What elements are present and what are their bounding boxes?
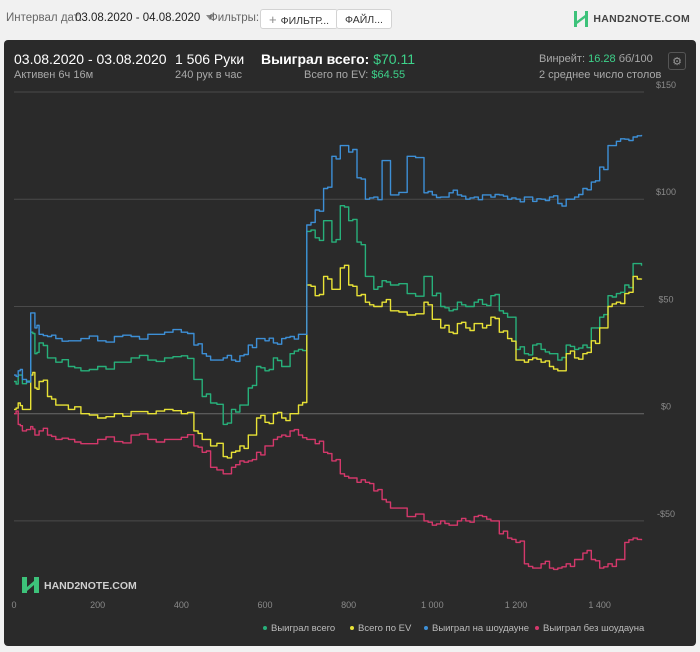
winrate-unit: бб/100 bbox=[618, 53, 653, 65]
settings-button[interactable]: ⚙ bbox=[668, 52, 686, 70]
series-line-4 bbox=[14, 410, 643, 571]
series-layer bbox=[14, 134, 643, 571]
legend-label: Выиграл на шоудауне bbox=[432, 623, 529, 634]
legend-swatch bbox=[424, 626, 428, 630]
x-tick-label: 400 bbox=[174, 600, 189, 610]
winrate: Винрейт: 16.28 бб/100 bbox=[539, 53, 653, 65]
x-tick-label: 1 000 bbox=[421, 600, 444, 610]
legend-item-4[interactable]: Выиграл без шоудауна bbox=[535, 623, 645, 634]
active-time: Активен 6ч 16м bbox=[14, 69, 94, 81]
series-line-1 bbox=[14, 205, 643, 426]
add-filter-button[interactable]: + ФИЛЬТР... bbox=[260, 9, 339, 29]
legend-label: Выиграл всего bbox=[271, 623, 335, 634]
hand2note-logo-text: HAND2NOTE.COM bbox=[593, 13, 690, 25]
hands-count: 1 506 Руки bbox=[175, 51, 245, 67]
y-tick-label: $150 bbox=[656, 80, 676, 90]
legend-swatch bbox=[263, 626, 267, 630]
hands-per-hour: 240 рук в час bbox=[175, 69, 243, 81]
x-tick-label: 1 200 bbox=[505, 600, 528, 610]
y-tick-label: $50 bbox=[658, 294, 673, 304]
winrate-value: 16.28 bbox=[588, 53, 616, 65]
x-axis: 0 200 400 600 800 1 000 1 200 1 400 bbox=[11, 600, 610, 610]
winrate-label: Винрейт: bbox=[539, 53, 586, 65]
add-filter-label: ФИЛЬТР... bbox=[280, 15, 330, 27]
files-button[interactable]: ФАЙЛ... bbox=[336, 9, 392, 29]
y-axis: $150 $100 $50 $0 -$50 bbox=[656, 80, 676, 519]
y-tick-label: -$50 bbox=[657, 509, 675, 519]
legend-item-3[interactable]: Выиграл на шоудауне bbox=[424, 623, 529, 634]
filters-label: Фильтры: bbox=[209, 12, 260, 24]
date-range: 03.08.2020 - 03.08.2020 bbox=[14, 51, 167, 67]
watermark-icon-bar bbox=[27, 581, 34, 591]
x-tick-label: 0 bbox=[11, 600, 16, 610]
ev-total: Всего по EV: $64.55 bbox=[304, 69, 405, 81]
x-tick-label: 800 bbox=[341, 600, 356, 610]
x-tick-label: 1 400 bbox=[588, 600, 611, 610]
ev-total-label: Всего по EV: bbox=[304, 69, 369, 81]
interval-label: Интервал дат: bbox=[6, 12, 83, 24]
legend-swatch bbox=[350, 626, 354, 630]
legend-label: Всего по EV bbox=[358, 623, 412, 634]
legend-swatch bbox=[535, 626, 539, 630]
won-total-label: Выиграл всего: bbox=[261, 51, 370, 67]
watermark-text: HAND2NOTE.COM bbox=[44, 580, 137, 592]
won-total-value: $70.11 bbox=[373, 51, 415, 67]
files-button-label: ФАЙЛ... bbox=[345, 14, 383, 26]
legend-item-1[interactable]: Выиграл всего bbox=[263, 623, 335, 634]
y-tick-label: $0 bbox=[661, 402, 671, 412]
series-line-2 bbox=[14, 264, 643, 459]
legend-label: Выиграл без шоудауна bbox=[543, 623, 645, 634]
graph-panel: 03.08.2020 - 03.08.2020 Активен 6ч 16м 1… bbox=[4, 40, 696, 646]
legend-item-2[interactable]: Всего по EV bbox=[350, 623, 412, 634]
won-total: Выиграл всего: $70.11 bbox=[261, 51, 415, 67]
watermark-icon-left bbox=[22, 577, 27, 593]
legend: Выиграл всего Всего по EV Выиграл на шоуда… bbox=[263, 623, 645, 634]
series-line-3 bbox=[14, 134, 643, 383]
y-tick-label: $100 bbox=[656, 187, 676, 197]
top-toolbar: Интервал дат: 03.08.2020 - 04.08.2020 Фи… bbox=[0, 0, 700, 38]
chevron-down-icon bbox=[206, 15, 215, 21]
ev-total-value: $64.55 bbox=[371, 69, 406, 81]
x-tick-label: 600 bbox=[257, 600, 272, 610]
grid-layer bbox=[14, 91, 644, 522]
chart-svg: 0 200 400 600 800 1 000 1 200 1 400 $150 $100 $50… bbox=[11, 80, 676, 634]
hand2note-logo-icon bbox=[574, 11, 589, 27]
interval-select[interactable]: 03.08.2020 - 04.08.2020 bbox=[75, 12, 215, 24]
interval-value: 03.08.2020 - 04.08.2020 bbox=[75, 12, 201, 24]
hand2note-logo: HAND2NOTE.COM bbox=[573, 8, 690, 30]
watermark-icon-right bbox=[34, 577, 39, 593]
gear-icon: ⚙ bbox=[672, 55, 682, 68]
avg-tables: 2 среднее число столов bbox=[539, 69, 662, 81]
watermark: HAND2NOTE.COM bbox=[22, 577, 137, 593]
x-tick-label: 200 bbox=[90, 600, 105, 610]
plus-icon: + bbox=[269, 12, 277, 27]
